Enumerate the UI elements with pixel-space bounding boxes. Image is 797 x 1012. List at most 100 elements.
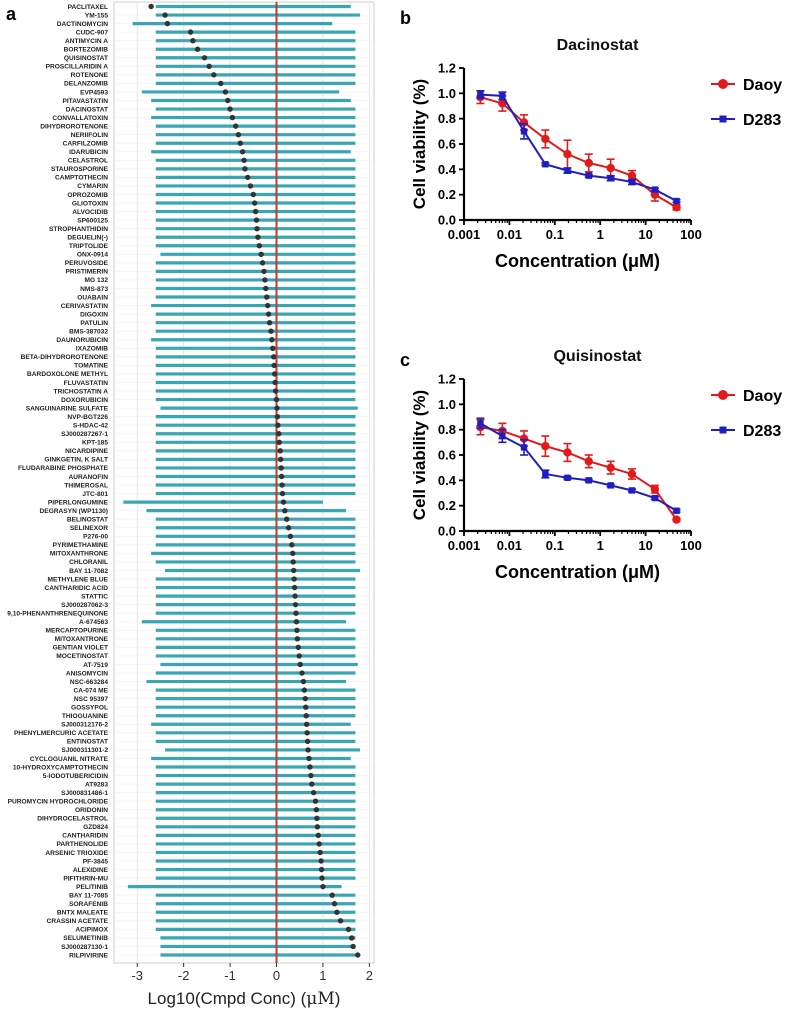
panel-a-point [264,302,271,309]
panel-a-compound-label: BETA-DIHYDROROTENONE [21,354,109,361]
panel-a-point [309,781,315,787]
panel-a-compound-label: PATULIN [80,320,108,327]
panel-a-compound-label: DAUNORUBICIN [56,337,108,344]
panel-a-point [235,131,242,138]
panel-b-y-tick-label: 0.8 [438,111,456,126]
panel-b-x-tick-label: 0.001 [448,227,481,242]
panel-a-point [287,533,294,539]
panel-a-compound-label: PELITINIB [76,884,108,891]
panel-a-compound-label: GENTIAN VIOLET [53,645,108,652]
panel-a-point [277,448,283,454]
panel-a-compound-label: BARDOXOLONE METHYL [27,371,108,378]
panel-a-point [293,619,300,625]
panel-a-point [265,311,272,317]
panel-c-x-tick-label: 0.001 [448,538,481,553]
panel-a-point [259,260,266,266]
panel-a-point [242,166,248,172]
panel-a-point [162,12,168,18]
panel-a-point [290,550,296,557]
panel-a-point [278,473,285,480]
panel-a-compound-label: METHYLENE BLUE [48,576,109,583]
panel-c-daoy-point [584,457,593,466]
panel-a-x-ticks: -3 -2 -1 0 1 2 [131,963,373,983]
panel-a-point [296,653,302,659]
panel-a-point [355,952,361,958]
panel-c-d283-point [673,507,680,514]
panel-a-point [291,576,297,582]
panel-a-compound-label: IDARUBICIN [69,149,108,156]
panel-c-y-axis-label: Cell viability (%) [410,390,429,520]
panel-a-point [279,482,285,488]
panel-a-point [314,815,320,821]
panel-a-compound-label: TOMATINE [74,363,108,370]
panel-a-point [282,507,288,514]
panel-a-compound-label: NVP-BGT226 [67,414,108,421]
panel-a-point [316,841,322,847]
panel-a-compound-label: ANISOMYCIN [66,670,108,677]
panel-a-compound-label: OPROZOMIB [67,192,108,199]
panel-c-y-tick-label: 0.8 [438,422,456,437]
panel-a-point [252,208,259,215]
panel-a-compound-label: STAUROSPORINE [51,166,109,173]
panel-a-point [261,268,267,275]
panel-a-x-tick-label: -3 [131,968,143,983]
panel-a-point [266,319,273,326]
panel-c-daoy-point [650,485,660,494]
panel-a-point [306,755,312,762]
panel-a-compound-label: BAY 11-7082 [69,568,108,575]
panel-a-compound-label: 5-IODOTUBERICIDIN [43,773,108,780]
panel-a-point [164,20,171,27]
panel-a-point [312,798,319,804]
panel-c-legend-daoy-label: Daoy [743,388,782,405]
panel-a-compound-label: PYRIMETHAMINE [53,542,109,549]
panel-a-compound-label: CHLORANIL [69,559,108,566]
panel-b-d283-point [542,161,549,168]
panel-c-d283-point [628,487,636,494]
panel-a-point [264,294,270,300]
panel-b-daoy-point [498,99,507,108]
panel-c-x-tick-label: 100 [680,538,702,553]
panel-c-d283-point [477,420,484,427]
panel-b-d283-point [499,92,506,100]
panel-a-compound-label: FLUVASTATIN [64,380,109,387]
panel-a-point [262,277,268,283]
panel-a-x-tick-label: 0 [273,968,280,983]
panel-a-compound-label: QUISINOSTAT [64,55,108,62]
panel-a-compound-label: GOSSYPOL [71,704,108,711]
panel-a-point [293,610,299,616]
panel-c-daoy-point [563,448,572,457]
panel-a-compound-label: ANTIMYCIN A [65,38,108,45]
panel-b-daoy-point [563,149,572,159]
panel-a-point [194,46,201,52]
panel-a-point [304,738,311,745]
panel-a-compound-label: PROSCILLARIDIN A [46,64,109,71]
panel-a-compound-label: BMS-387032 [69,329,108,336]
panel-a-point [295,644,302,651]
panel-a-compound-label: ALVOCIDIB [72,209,108,216]
panel-a-point [276,439,282,445]
panel-b-legend-daoy-marker [718,79,728,89]
panel-a-point [279,490,286,497]
panel-a-point [272,379,278,386]
panel-a-point [270,345,276,352]
panel-a-point [280,499,287,505]
panel-a-point [229,114,236,121]
panel-a-compound-label: BELINOSTAT [67,517,108,524]
panel-a-compound-label: CYMARIN [77,183,108,190]
panel-c-d283-line [479,422,678,512]
panel-a-compound-label: IXAZOMIB [76,346,108,353]
panel-a-point [274,405,280,411]
panel-a-point [315,832,321,839]
panel-a-point [292,593,298,599]
panel-a-point [290,559,296,565]
panel-c-d283-point [651,494,659,502]
panel-a-x-tick-label: 2 [366,968,373,983]
panel-a-point [271,354,277,360]
panel-a-x-tick-label: -2 [178,968,190,983]
panel-a-compound-label: FLUDARABINE PHOSPHATE [18,465,109,472]
panel-b-y-tick-label: 0.2 [438,187,456,202]
panel-a-compound-label: DIHYDROCELASTROL [37,816,108,823]
panel-c-daoy-line [480,426,678,521]
panel-a-point [291,584,298,591]
panel-a-point [218,80,224,87]
